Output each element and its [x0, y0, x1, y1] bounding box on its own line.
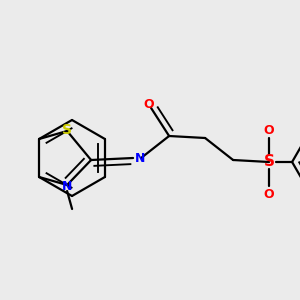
Text: S: S [62, 123, 72, 137]
Text: N: N [135, 152, 146, 164]
Text: O: O [144, 98, 154, 110]
Text: N: N [62, 179, 72, 193]
Text: O: O [264, 124, 274, 136]
Text: S: S [264, 154, 274, 169]
Text: O: O [264, 188, 274, 200]
